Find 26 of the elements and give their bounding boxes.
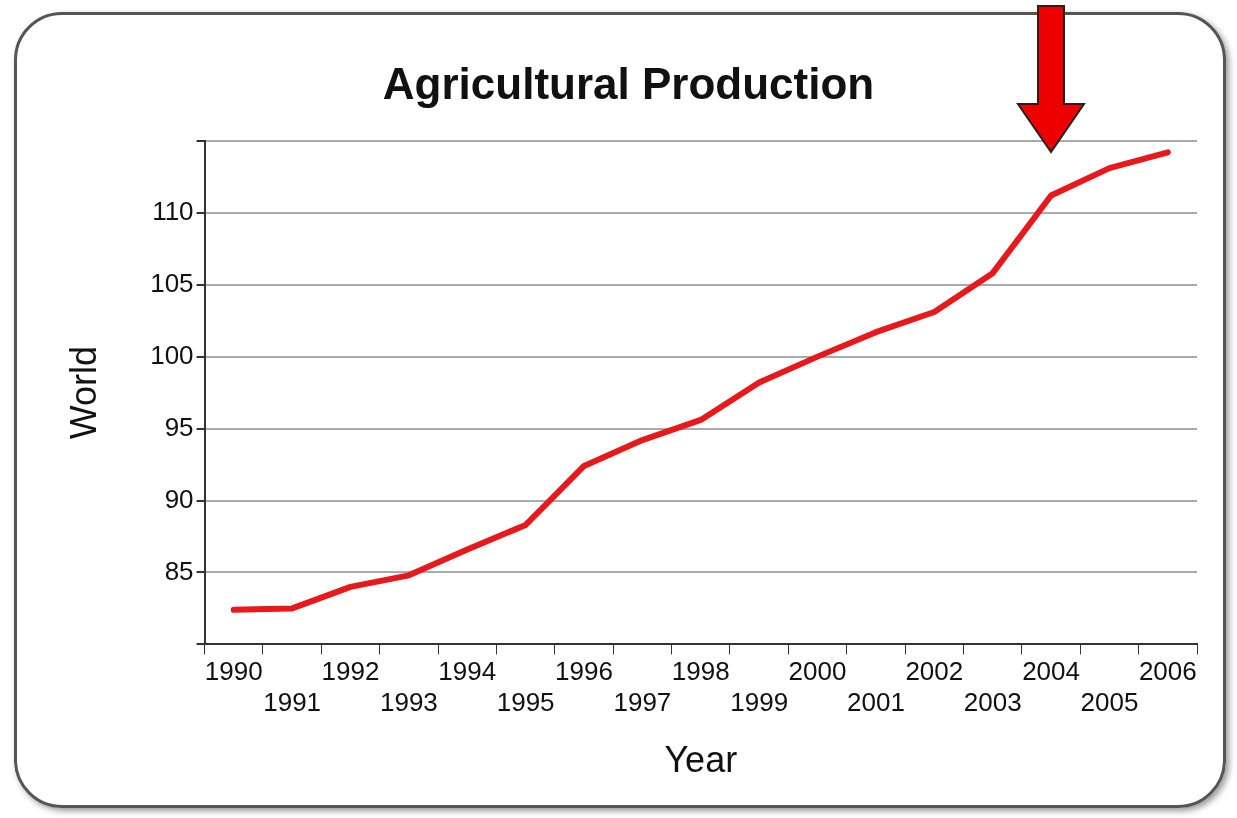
x-tick-label: 2003 xyxy=(963,687,1022,718)
x-tick-label: 2005 xyxy=(1080,687,1139,718)
y-tick-label: 95 xyxy=(164,411,194,442)
x-axis-title: Year xyxy=(664,739,738,781)
x-tick-label: 1992 xyxy=(321,656,380,687)
x-tick-label: 1993 xyxy=(379,687,438,718)
x-tick-label: 1995 xyxy=(496,687,555,718)
x-tick-label: 2006 xyxy=(1138,656,1197,687)
x-tick-label: 1996 xyxy=(555,656,613,687)
x-tick-label: 1999 xyxy=(730,687,789,718)
x-tick-label: 1990 xyxy=(204,656,263,687)
x-tick-label: 1997 xyxy=(613,687,672,718)
y-axis-title: World xyxy=(62,345,104,440)
y-tick-label: 105 xyxy=(150,267,194,298)
x-tick-label: 2001 xyxy=(847,687,905,718)
y-tick-label: 90 xyxy=(164,483,194,514)
x-tick-label: 2002 xyxy=(905,656,964,687)
y-tick-label: 100 xyxy=(150,339,194,370)
chart-title: Agricultural Production xyxy=(382,58,875,108)
x-tick-label: 2004 xyxy=(1022,656,1080,687)
x-tick-label: 1994 xyxy=(438,656,497,687)
x-tick-label: 2000 xyxy=(788,656,847,687)
x-tick-label: 1998 xyxy=(671,656,730,687)
x-tick-label: 1991 xyxy=(263,687,322,718)
y-tick-label: 110 xyxy=(152,195,194,226)
y-tick-label: 85 xyxy=(164,555,194,586)
